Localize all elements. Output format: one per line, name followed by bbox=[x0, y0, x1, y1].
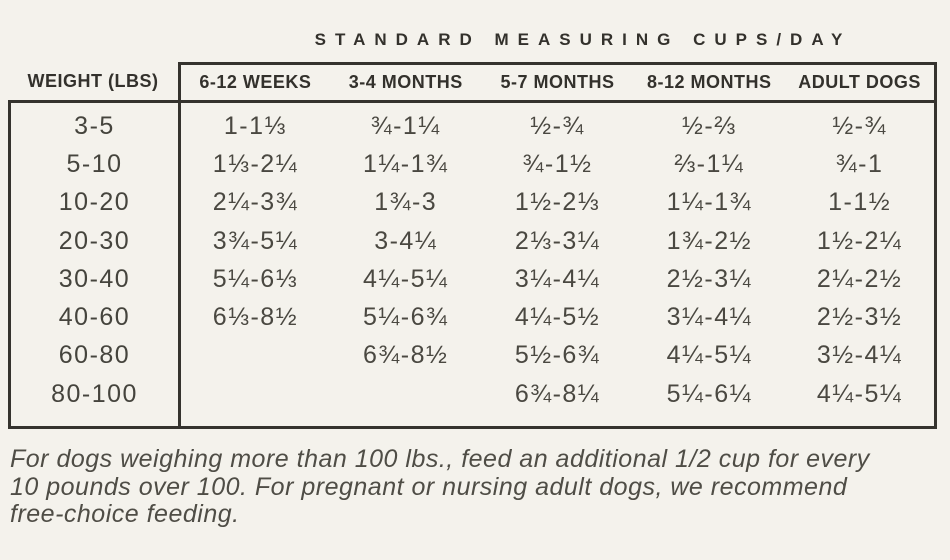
column-header-5-7-months: 5-7 MONTHS bbox=[481, 62, 634, 100]
cups-value-cell: ¾-1½ bbox=[522, 149, 593, 178]
weight-range-cell: 40-60 bbox=[8, 298, 178, 337]
cups-value-cell: 1-1⅓ bbox=[178, 107, 330, 146]
weight-range-cell: 30-40 bbox=[8, 260, 178, 299]
cups-value-cell: 1½-2⅓ bbox=[514, 188, 601, 217]
weight-column-header: WEIGHT (LBS) bbox=[27, 70, 159, 91]
cups-value-cell: 4¼-5½ bbox=[514, 303, 601, 332]
weight-range-cell: 80-100 bbox=[8, 375, 178, 414]
cups-value-cell: 2½-3¼ bbox=[666, 264, 752, 293]
weight-range-cell: 3-5 bbox=[8, 107, 178, 146]
footnote-line: free-choice feeding. bbox=[10, 500, 240, 528]
cups-value-cell: 3¾-5¼ bbox=[178, 221, 330, 261]
cups-value-cell bbox=[178, 375, 330, 414]
cups-value-cell: 3¼-4¼ bbox=[666, 303, 752, 332]
table-frame-top-spacer bbox=[481, 100, 634, 107]
weight-range-cell: 5-10 bbox=[8, 145, 178, 184]
table-frame-bottom-spacer bbox=[8, 413, 178, 430]
feeding-table: WEIGHT (LBS) 6-12 WEEKS 3-4 MONTHS 5-7 M… bbox=[8, 62, 937, 430]
cups-value-cell: ¾-1 bbox=[785, 145, 937, 184]
table-frame-bottom-spacer bbox=[785, 413, 937, 430]
cups-value-cell: 4¼-5¼ bbox=[666, 341, 752, 370]
cups-value-cell: 1¼-1¾ bbox=[666, 188, 752, 217]
weight-range-cell: 10-20 bbox=[8, 183, 178, 222]
cups-value-cell: 6¾-8½ bbox=[363, 341, 449, 370]
cups-value-cell: 5¼-6⅓ bbox=[178, 260, 330, 299]
column-header-3-4-months: 3-4 MONTHS bbox=[329, 62, 482, 100]
cups-value-cell: ½-¾ bbox=[530, 111, 585, 140]
cups-value-cell: ⅔-1¼ bbox=[674, 149, 745, 178]
table-frame-bottom-spacer bbox=[481, 413, 634, 430]
table-frame-top-spacer bbox=[785, 100, 937, 107]
cups-value-cell bbox=[178, 336, 330, 376]
cups-value-cell: 1¾-3 bbox=[374, 188, 438, 217]
table-frame-bottom-spacer bbox=[633, 413, 786, 430]
footnote-line: For dogs weighing more than 100 lbs., fe… bbox=[10, 445, 870, 473]
table-title: STANDARD MEASURING CUPS/DAY bbox=[314, 30, 852, 49]
cups-value-cell: 2⅓-3¼ bbox=[514, 226, 601, 255]
cups-value-cell: 3½-4¼ bbox=[785, 336, 937, 376]
table-frame-bottom-spacer bbox=[329, 413, 482, 430]
table-frame-top-spacer bbox=[8, 100, 178, 107]
table-frame-bottom-spacer bbox=[178, 413, 330, 430]
weight-range-cell: 20-30 bbox=[8, 221, 178, 261]
cups-value-cell: ½-⅔ bbox=[682, 111, 737, 140]
cups-value-cell: 5½-6¾ bbox=[514, 341, 601, 370]
cups-value-cell: ½-¾ bbox=[785, 107, 937, 146]
cups-value-cell: 3¼-4¼ bbox=[514, 264, 601, 293]
cups-value-cell bbox=[330, 375, 482, 413]
footnote: For dogs weighing more than 100 lbs., fe… bbox=[10, 445, 870, 529]
cups-value-cell: 1¾-2½ bbox=[666, 226, 752, 255]
cups-value-cell: 2¼-2½ bbox=[785, 260, 937, 299]
column-header-8-12-months: 8-12 MONTHS bbox=[633, 62, 786, 100]
cups-value-cell: 4¼-5¼ bbox=[785, 375, 937, 414]
footnote-line: 10 pounds over 100. For pregnant or nurs… bbox=[10, 472, 848, 501]
cups-value-cell: 1⅓-2¼ bbox=[178, 145, 330, 184]
cups-value-cell: 5¼-6¾ bbox=[363, 303, 449, 332]
cups-value-cell: ¾-1¼ bbox=[370, 111, 441, 140]
cups-value-cell: 1-1½ bbox=[785, 183, 937, 222]
cups-value-cell: 6¾-8¼ bbox=[514, 379, 601, 408]
cups-value-cell: 3-4¼ bbox=[374, 226, 438, 255]
cups-value-cell: 2¼-3¾ bbox=[178, 183, 330, 222]
table-frame-top-spacer bbox=[329, 100, 482, 107]
column-header-adult-dogs: ADULT DOGS bbox=[785, 62, 937, 100]
cups-value-cell: 1½-2¼ bbox=[785, 221, 937, 261]
cups-value-cell: 6⅓-8½ bbox=[178, 298, 330, 337]
cups-value-cell: 4¼-5¼ bbox=[363, 264, 449, 293]
cups-value-cell: 2½-3½ bbox=[785, 298, 937, 337]
column-header-6-12-weeks: 6-12 WEEKS bbox=[178, 62, 330, 100]
cups-value-cell: 5¼-6¼ bbox=[666, 379, 752, 408]
weight-range-cell: 60-80 bbox=[8, 336, 178, 376]
table-frame-top-spacer bbox=[178, 100, 330, 107]
cups-value-cell: 1¼-1¾ bbox=[363, 149, 449, 178]
table-frame-top-spacer bbox=[633, 100, 786, 107]
